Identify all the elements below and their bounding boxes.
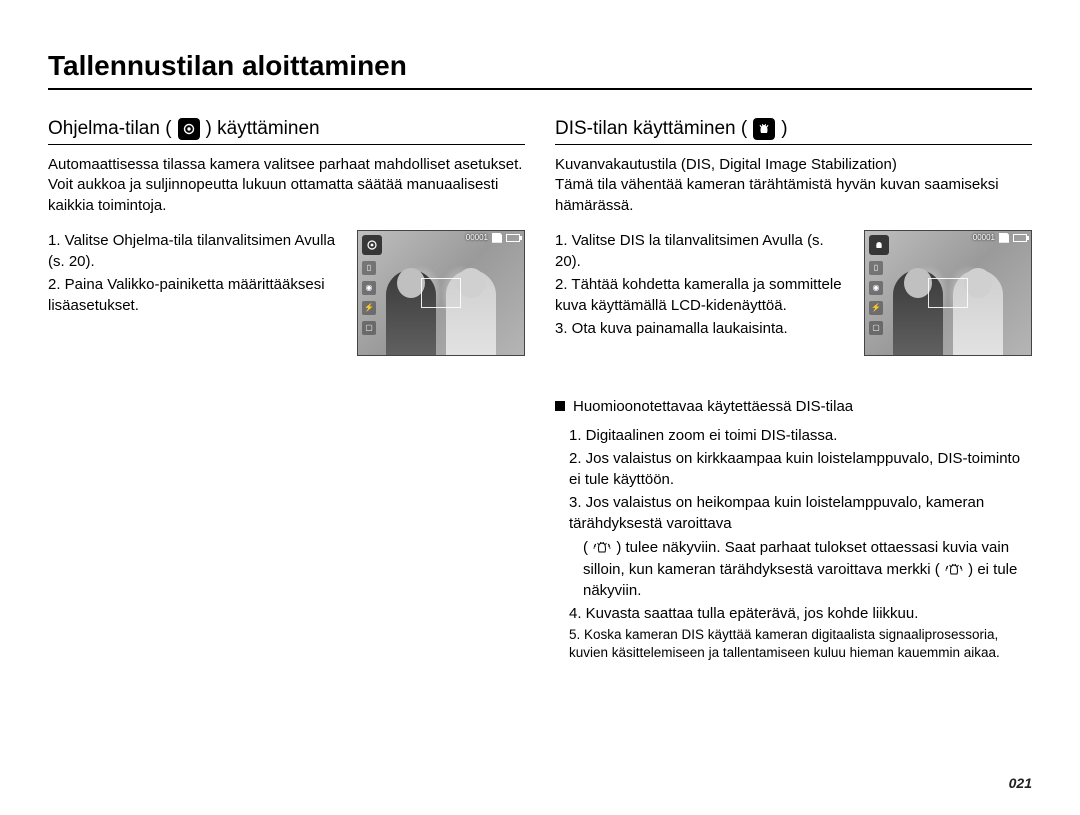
dis-notes-block: Huomioonotettavaa käytettäessä DIS-tilaa…	[555, 396, 1032, 662]
camera-shake-icon	[592, 539, 612, 555]
dis-mode-icon	[753, 118, 775, 140]
heading-text-after: )	[781, 118, 787, 140]
list-item-continuation: ( ) tulee näkyviin. Saat parhaat tulokse…	[555, 536, 1032, 601]
focus-frame-icon	[421, 278, 461, 308]
page-number: 021	[1009, 775, 1032, 791]
lcd-overlay: 00001 ▯ ◉ ⚡ ▢	[865, 231, 1031, 355]
lcd-top-indicators: 00001	[466, 233, 520, 243]
heading-text-after: ) käyttäminen	[206, 118, 320, 140]
notes-heading-text: Huomioonotettavaa käytettäessä DIS-tilaa	[573, 396, 853, 417]
list-item: 3. Jos valaistus on heikompaa kuin loist…	[555, 492, 1032, 534]
camera-shake-icon	[944, 561, 964, 577]
heading-text-before: DIS-tilan käyttäminen (	[555, 118, 747, 140]
program-steps-list: 1. Valitse Ohjelma-tila tilanvalitsimen …	[48, 230, 345, 318]
lcd-mode-icon	[362, 235, 382, 255]
dis-steps-wrap: 1. Valitse DIS la tilanvalitsimen Avulla…	[555, 230, 1032, 356]
lcd-indicator-icon: ▯	[362, 261, 376, 275]
program-mode-heading: Ohjelma-tilan ( ) käyttäminen	[48, 118, 525, 145]
right-column: DIS-tilan käyttäminen ( ) Kuvanvakautust…	[555, 118, 1032, 664]
list-item: 1. Valitse Ohjelma-tila tilanvalitsimen …	[48, 230, 345, 272]
lcd-overlay: 00001 ▯ ◉ ⚡ ▢	[358, 231, 524, 355]
dis-lcd-preview: 00001 ▯ ◉ ⚡ ▢	[864, 230, 1032, 356]
list-item: 1. Valitse DIS la tilanvalitsimen Avulla…	[555, 230, 852, 272]
note3-part-a: (	[583, 539, 588, 556]
lcd-side-icons: ▯ ◉ ⚡ ▢	[869, 261, 883, 335]
lcd-indicator-icon: ▢	[362, 321, 376, 335]
lcd-indicator-icon: ◉	[362, 281, 376, 295]
lcd-indicator-icon: ▯	[869, 261, 883, 275]
dis-mode-heading: DIS-tilan käyttäminen ( )	[555, 118, 1032, 145]
lcd-indicator-icon: ⚡	[362, 301, 376, 315]
lcd-mode-icon	[869, 235, 889, 255]
memory-card-icon	[999, 233, 1009, 243]
lcd-counter: 00001	[973, 233, 995, 242]
dis-intro-line2: Tämä tila vähentää kameran tärähtämistä …	[555, 176, 999, 213]
two-column-layout: Ohjelma-tilan ( ) käyttäminen Automaatti…	[48, 118, 1032, 664]
dis-intro-text: Kuvanvakautustila (DIS, Digital Image St…	[555, 155, 1032, 216]
square-bullet-icon	[555, 401, 565, 411]
list-item: 1. Digitaalinen zoom ei toimi DIS-tilass…	[555, 425, 1032, 446]
memory-card-icon	[492, 233, 502, 243]
lcd-top-indicators: 00001	[973, 233, 1027, 243]
list-item: 2. Tähtää kohdetta kameralla ja sommit­t…	[555, 274, 852, 316]
program-mode-icon	[178, 118, 200, 140]
lcd-indicator-icon: ◉	[869, 281, 883, 295]
list-item: 2. Paina Valikko-painiketta määrittääkse…	[48, 274, 345, 316]
list-item: 3. Ota kuva painamalla laukaisinta.	[555, 318, 852, 339]
list-item: 4. Kuvasta saattaa tulla epäterävä, jos …	[555, 603, 1032, 624]
program-steps-wrap: 1. Valitse Ohjelma-tila tilanvalitsimen …	[48, 230, 525, 356]
lcd-indicator-icon: ⚡	[869, 301, 883, 315]
dis-steps-list: 1. Valitse DIS la tilanvalitsimen Avulla…	[555, 230, 852, 341]
lcd-counter: 00001	[466, 233, 488, 242]
battery-icon	[1013, 234, 1027, 242]
program-intro-text: Automaattisessa tilassa kamera valitsee …	[48, 155, 525, 216]
notes-heading-row: Huomioonotettavaa käytettäessä DIS-tilaa	[555, 396, 1032, 417]
list-item: 2. Jos valaistus on kirkkaampaa kuin loi…	[555, 448, 1032, 490]
page-title: Tallennustilan aloittaminen	[48, 50, 1032, 90]
left-column: Ohjelma-tilan ( ) käyttäminen Automaatti…	[48, 118, 525, 664]
program-lcd-preview: 00001 ▯ ◉ ⚡ ▢	[357, 230, 525, 356]
lcd-side-icons: ▯ ◉ ⚡ ▢	[362, 261, 376, 335]
heading-text-before: Ohjelma-tilan (	[48, 118, 172, 140]
lcd-indicator-icon: ▢	[869, 321, 883, 335]
focus-frame-icon	[928, 278, 968, 308]
battery-icon	[506, 234, 520, 242]
dis-intro-line1: Kuvanvakautustila (DIS, Digital Image St…	[555, 156, 897, 173]
list-item: 5. Koska kameran DIS käyttää kameran dig…	[555, 626, 1032, 662]
